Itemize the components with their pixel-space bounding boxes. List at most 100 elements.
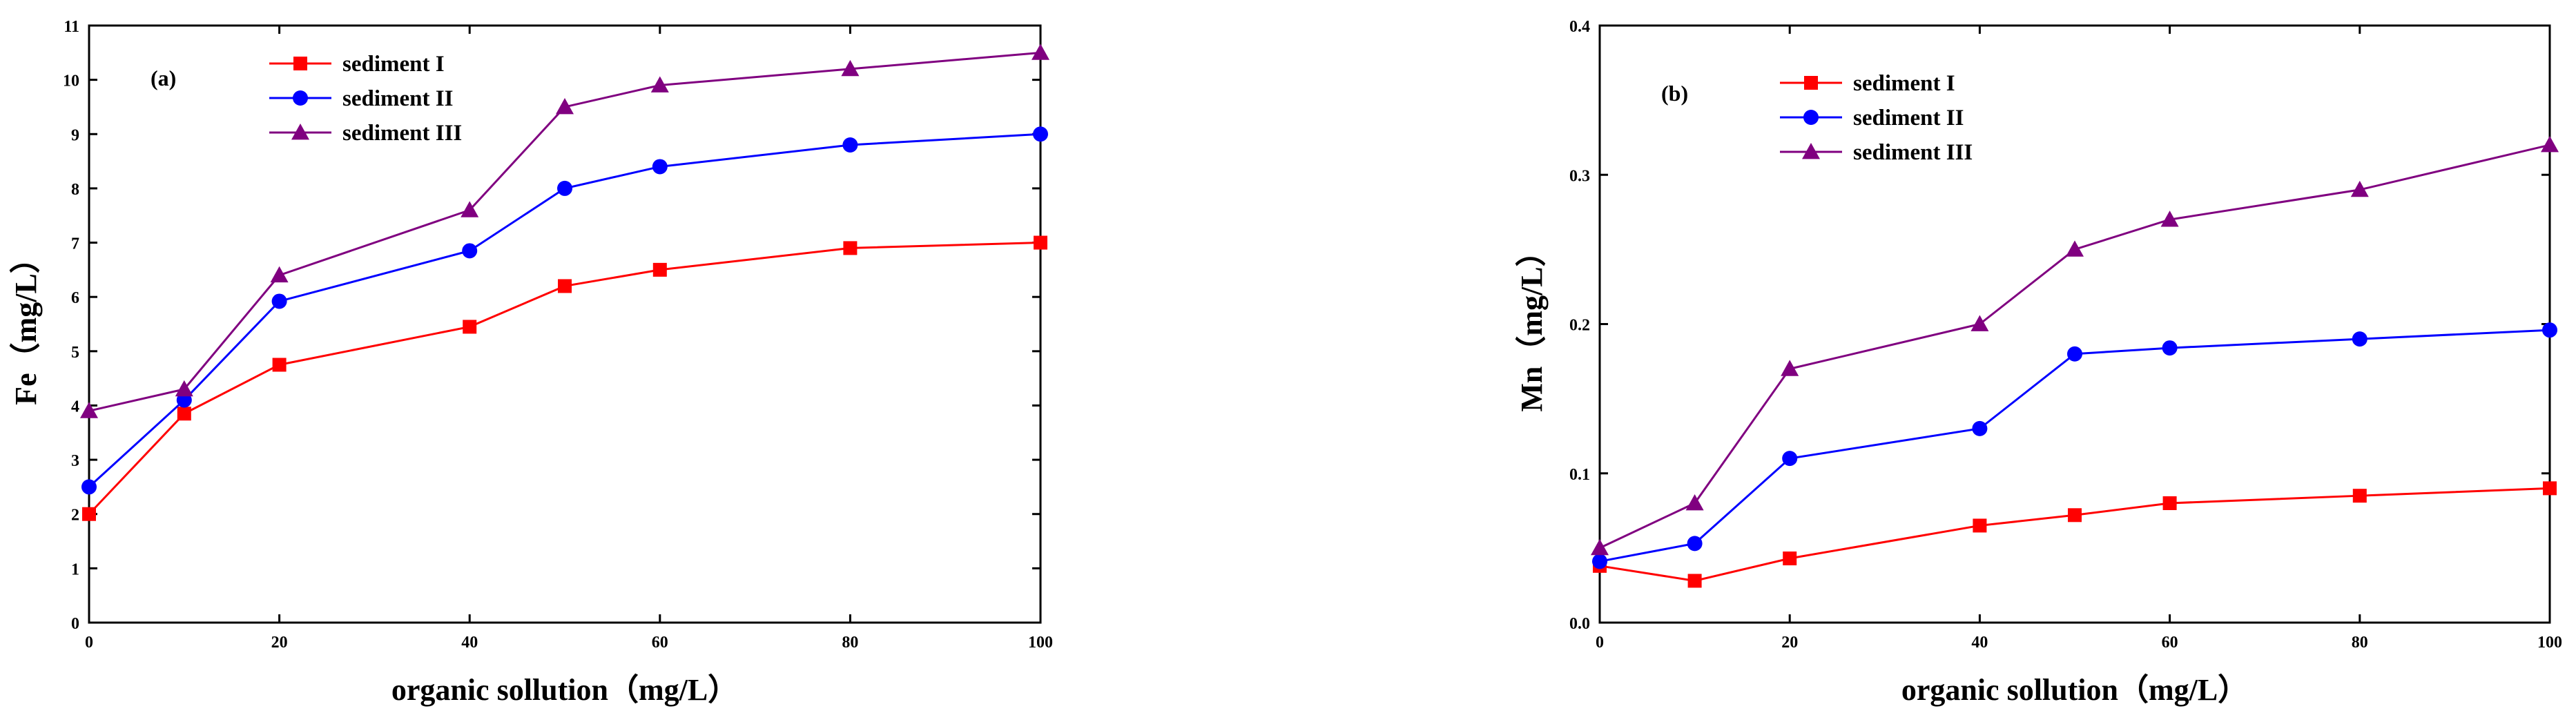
data-point (1033, 126, 1048, 142)
series-line (88, 242, 1041, 515)
data-point (175, 380, 193, 397)
series-line (88, 51, 1041, 412)
x-tick-label: 20 (1781, 634, 1798, 652)
data-point (1591, 538, 1609, 556)
x-tick-label: 40 (1971, 634, 1988, 652)
data-point (1687, 574, 1702, 588)
y-tick-label: 0.4 (1569, 18, 1590, 36)
data-point (843, 241, 858, 255)
data-point (463, 320, 477, 334)
data-point (1972, 420, 1988, 436)
data-point (557, 180, 572, 196)
data-point (462, 243, 478, 259)
legend-label: sediment II (1853, 106, 1964, 130)
data-point (177, 407, 191, 421)
series-line (1599, 329, 2550, 563)
data-point (2350, 180, 2369, 197)
series-line (88, 133, 1041, 488)
data-point (2543, 481, 2557, 496)
chart-panel-b: 0 20 40 60 80 100 0.0 0.1 0.2 0.3 0.4 organic sollu… (1515, 18, 2562, 707)
data-point (2541, 136, 2559, 153)
data-point (82, 507, 96, 521)
series-3 (1591, 136, 2559, 556)
y-tick-label: 8 (71, 181, 79, 199)
y-tick-label: 0 (71, 615, 79, 633)
plot-frame (88, 24, 1042, 624)
x-tick-label: 0 (1596, 634, 1604, 652)
x-tick-label: 100 (2537, 634, 2562, 652)
legend-label: sediment III (342, 121, 462, 146)
data-point (652, 262, 667, 277)
data-point (2160, 211, 2179, 227)
y-tick-label: 7 (71, 235, 79, 253)
legend-label: sediment I (1853, 71, 1955, 96)
x-tick-label: 40 (461, 634, 478, 652)
legend-marker (293, 90, 308, 106)
chart-panel-a: 0 20 40 60 80 100 0 1 2 3 4 5 6 7 8 9 10 11 organic sollut… (9, 18, 1053, 707)
data-point (272, 358, 287, 372)
x-tick-label: 20 (271, 634, 288, 652)
data-point (461, 201, 479, 217)
data-point (2162, 496, 2177, 510)
panel-label: (a) (151, 66, 176, 90)
y-tick-label: 0.1 (1569, 466, 1590, 484)
y-tick-label: 0.2 (1569, 317, 1590, 335)
y-tick-label: 3 (71, 452, 79, 470)
y-tick-label: 4 (71, 398, 79, 416)
x-tick-label: 80 (842, 634, 858, 652)
y-axis-title: Mn（mg/L） (1515, 236, 1549, 411)
y-tick-label: 2 (71, 507, 79, 525)
data-point (1782, 451, 1798, 467)
data-point (1687, 536, 1703, 552)
legend-label: sediment III (1853, 140, 1973, 165)
y-tick-label: 0.0 (1569, 615, 1590, 633)
legend: sediment I sediment II sediment III (269, 52, 462, 146)
y-tick-label: 1 (71, 560, 79, 578)
data-point (2066, 240, 2084, 257)
legend-marker (1804, 76, 1818, 90)
legend-marker (1802, 143, 1820, 159)
data-point (1973, 518, 1987, 533)
x-axis-title: organic sollution（mg/L） (1901, 673, 2248, 707)
data-point (556, 97, 574, 115)
data-point (1685, 494, 1704, 511)
legend-marker (291, 124, 309, 140)
series-2 (81, 126, 1048, 495)
x-tick-label: 0 (85, 634, 93, 652)
series-3 (80, 43, 1049, 418)
series-line (1599, 144, 2550, 549)
x-tick-label: 60 (652, 634, 668, 652)
data-point (2068, 508, 2082, 523)
data-point (2352, 489, 2367, 503)
data-point (1032, 43, 1049, 60)
data-point (841, 59, 860, 77)
y-tick-label: 11 (64, 18, 79, 36)
plot-frame (1598, 24, 2551, 624)
x-tick-label: 80 (2352, 634, 2368, 652)
data-point (1783, 552, 1797, 566)
x-axis-title: organic sollution（mg/L） (391, 673, 738, 707)
series-1 (1593, 481, 2557, 588)
data-point (2162, 340, 2178, 356)
data-point (650, 76, 669, 92)
series-2 (1592, 322, 2557, 569)
data-point (1034, 235, 1047, 250)
legend-label: sediment II (342, 86, 453, 111)
x-tick-label: 100 (1028, 634, 1053, 652)
data-point (1592, 554, 1607, 569)
data-point (652, 159, 668, 175)
series-1 (82, 235, 1047, 521)
legend-label: sediment I (342, 52, 445, 77)
y-tick-label: 6 (71, 289, 79, 307)
legend-marker (293, 57, 307, 70)
data-point (270, 266, 289, 283)
data-point (81, 479, 97, 495)
data-point (2067, 346, 2082, 362)
data-point (2542, 322, 2557, 338)
y-tick-label: 9 (71, 126, 79, 144)
data-point (271, 293, 287, 309)
y-tick-label: 5 (71, 344, 79, 362)
y-tick-label: 10 (63, 72, 79, 90)
legend-marker (1803, 110, 1819, 125)
